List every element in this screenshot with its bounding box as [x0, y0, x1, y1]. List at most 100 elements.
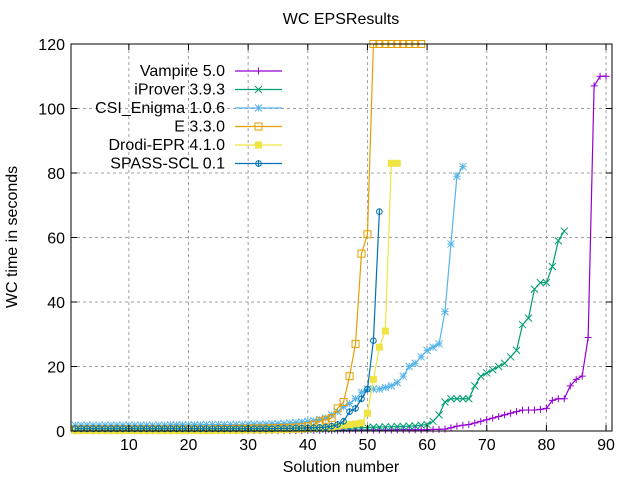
x-tick-label: 40 [299, 437, 317, 454]
data-point [441, 398, 449, 406]
data-point [477, 417, 485, 425]
legend-label: Drodi-EPR 4.1.0 [109, 137, 226, 154]
data-point [255, 141, 262, 149]
data-point [423, 420, 431, 429]
data-point [166, 421, 175, 429]
data-point [513, 408, 521, 416]
data-point [345, 372, 354, 381]
data-point [292, 418, 300, 427]
data-point [315, 415, 324, 424]
y-axis-label: WC time in seconds [4, 166, 21, 308]
x-tick-label: 30 [239, 437, 257, 454]
data-point [357, 249, 366, 258]
data-point [268, 420, 276, 428]
data-point [321, 415, 330, 424]
data-point [554, 395, 562, 403]
data-point [572, 375, 580, 383]
y-tick-label: 80 [47, 166, 65, 183]
data-point [71, 421, 80, 430]
data-point [274, 420, 282, 428]
data-point [453, 172, 461, 181]
data-point [340, 421, 348, 429]
data-point [447, 424, 455, 432]
data-point [554, 236, 563, 245]
data-point [254, 85, 263, 94]
data-point [488, 365, 497, 374]
data-point [411, 426, 419, 434]
data-point [250, 420, 258, 429]
data-point [518, 320, 527, 329]
data-point [226, 420, 235, 429]
data-point [142, 421, 151, 430]
data-point [254, 122, 263, 131]
data-point [441, 307, 449, 316]
x-tick-label: 90 [597, 437, 615, 454]
data-point [596, 72, 604, 80]
data-point [351, 339, 360, 348]
data-point [459, 421, 467, 429]
data-point [548, 262, 557, 271]
data-point [393, 378, 402, 387]
ticks: 10 20 30 40 50 60 70 80 90 0 20 40 60 80 100 120 [38, 37, 615, 454]
x-tick-label: 70 [478, 437, 496, 454]
data-point [489, 414, 497, 422]
series-csi-enigma-1-0-6 [71, 162, 467, 430]
legend-marker [254, 85, 263, 94]
data-point [441, 425, 449, 433]
series-group [71, 40, 610, 435]
data-point [303, 417, 312, 426]
legend-marker [255, 141, 262, 149]
series-drodi-epr-4-1-0 [71, 159, 401, 435]
data-point [524, 406, 532, 414]
data-point [417, 352, 425, 361]
chart-title: WC EPSResults [283, 11, 399, 28]
data-point [560, 227, 569, 235]
data-point [405, 362, 414, 371]
data-point [196, 421, 205, 429]
data-point [321, 414, 330, 422]
data-point [214, 420, 223, 429]
data-point [352, 420, 360, 428]
data-point [453, 394, 461, 403]
data-point [465, 421, 473, 429]
data-point [254, 104, 263, 112]
data-point [459, 394, 467, 403]
data-point [519, 406, 527, 414]
data-point [77, 421, 85, 430]
data-point [387, 159, 395, 167]
data-point [244, 420, 253, 429]
y-tick-label: 0 [56, 424, 65, 441]
data-point [154, 421, 163, 430]
legend-marker [254, 104, 263, 112]
series-line [75, 211, 380, 430]
data-point [363, 409, 371, 417]
data-point [411, 359, 420, 368]
data-point [220, 420, 229, 429]
y-tick-label: 60 [47, 231, 65, 248]
data-point [506, 352, 515, 361]
x-tick-label: 80 [537, 437, 555, 454]
data-point [333, 404, 342, 413]
data-point [399, 422, 408, 431]
data-point [429, 343, 437, 352]
data-point [107, 421, 115, 430]
data-point [483, 416, 491, 424]
data-point [548, 396, 556, 404]
data-point [494, 362, 503, 371]
data-point [566, 382, 574, 390]
series-spass-scl-0-1 [71, 208, 383, 433]
data-point [280, 419, 288, 428]
data-point [464, 394, 473, 403]
data-point [375, 343, 383, 351]
data-point [89, 421, 97, 430]
data-point [297, 418, 306, 426]
data-point [369, 385, 378, 393]
data-point [495, 412, 503, 420]
data-point [542, 404, 550, 412]
data-point [447, 394, 455, 403]
data-point [429, 425, 437, 433]
data-point [172, 421, 181, 429]
data-point [369, 423, 378, 431]
x-tick-label: 60 [418, 437, 436, 454]
